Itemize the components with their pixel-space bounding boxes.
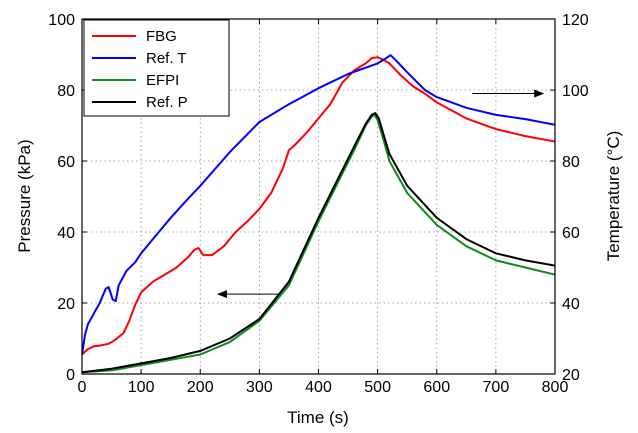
y2-tick-label: 120 [562, 12, 589, 29]
y-tick-label: 20 [57, 296, 75, 313]
x-tick-label: 600 [423, 379, 450, 396]
y-tick-label: 40 [57, 225, 75, 242]
x-tick-label: 0 [78, 379, 87, 396]
legend-label: FBG [146, 28, 177, 45]
y-tick-label: 100 [48, 12, 75, 29]
legend-label: Ref. T [146, 50, 187, 67]
x-tick-label: 100 [128, 379, 155, 396]
y-tick-label: 80 [57, 83, 75, 100]
y-axis-title: Pressure (kPa) [15, 139, 34, 252]
y2-tick-label: 60 [562, 225, 580, 242]
y2-tick-label: 40 [562, 296, 580, 313]
y2-axis-title: Temperature (°C) [604, 131, 623, 262]
x-tick-label: 700 [483, 379, 510, 396]
x-tick-label: 200 [187, 379, 214, 396]
y2-tick-label: 80 [562, 154, 580, 171]
axis-ticks: 0 100 200 300 400 500 600 700 800 0 20 40 60 80 100 20 4… [48, 12, 589, 396]
y2-tick-label: 20 [562, 367, 580, 384]
x-tick-label: 800 [542, 379, 569, 396]
series-lines [82, 54, 555, 374]
legend-label: Ref. P [146, 94, 188, 111]
series-line-ref-t [82, 54, 555, 356]
y2-tick-label: 100 [562, 83, 589, 100]
legend: FBG Ref. T EFPI Ref. P [83, 19, 230, 117]
y-tick-label: 0 [66, 367, 75, 384]
x-tick-label: 400 [305, 379, 332, 396]
x-tick-label: 300 [246, 379, 273, 396]
legend-label: EFPI [146, 72, 179, 89]
x-tick-label: 500 [364, 379, 391, 396]
series-line-ref-p [82, 112, 555, 374]
y-tick-label: 60 [57, 154, 75, 171]
annotation-arrows [216, 89, 545, 299]
series-line-fbg [82, 56, 555, 356]
x-axis-title: Time (s) [287, 408, 349, 427]
